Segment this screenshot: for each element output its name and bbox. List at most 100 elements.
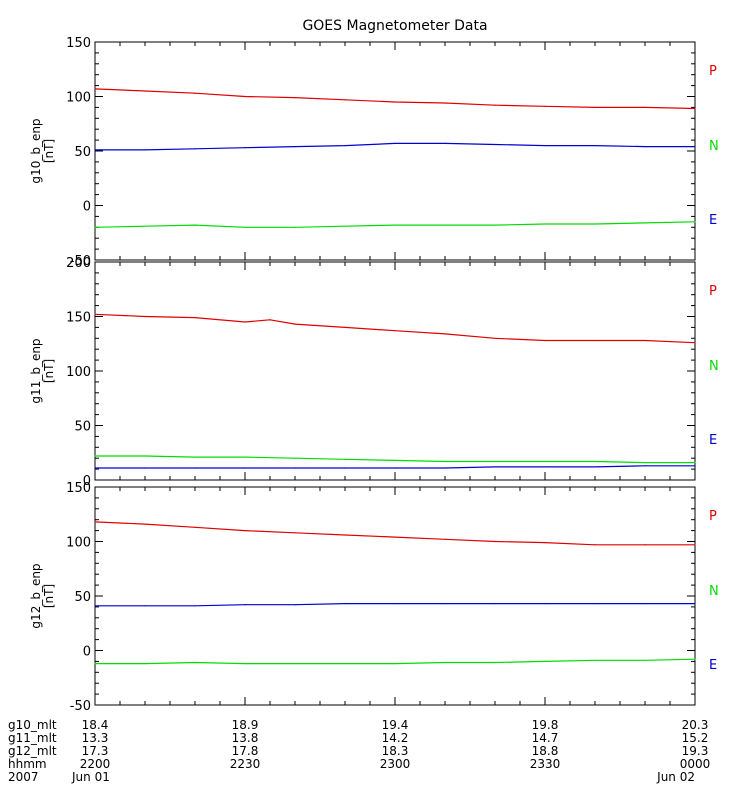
data-point-e <box>494 466 496 468</box>
legend-e: E <box>709 213 717 228</box>
data-point-p <box>394 330 396 332</box>
panel-1: -50 0 50 100 150 g10_b_enp [nT] P N E <box>29 36 719 269</box>
data-point-e <box>694 221 696 223</box>
data-point-e <box>294 662 296 665</box>
data-point-p <box>494 104 496 106</box>
data-point-e <box>244 467 246 469</box>
data-point-e <box>444 224 446 226</box>
panel-3: -50 0 50 100 150 g12_b_enp [nT] P N E <box>29 481 719 714</box>
data-point-n <box>494 143 496 146</box>
legend-n: N <box>709 139 719 154</box>
data-point-n <box>194 456 196 458</box>
data-point-n <box>294 146 296 148</box>
x-row-label: g12_mlt <box>8 744 57 758</box>
data-point-e <box>544 223 546 225</box>
y-tick-label: 150 <box>66 481 91 496</box>
x-tick-label: 14.7 <box>532 731 559 745</box>
data-point-p <box>294 323 296 325</box>
data-point-n <box>494 603 496 605</box>
data-point-e <box>594 223 596 225</box>
x-tick-label: 2200 <box>80 757 111 771</box>
data-point-n <box>394 459 396 461</box>
chart-title: GOES Magnetometer Data <box>302 18 487 34</box>
data-point-n <box>594 460 596 463</box>
data-point-e <box>144 662 146 665</box>
y-tick-label: 0 <box>83 474 91 489</box>
data-point-n <box>594 603 596 605</box>
y-tick-label: 50 <box>74 590 91 605</box>
x-tick-label: 14.2 <box>382 731 409 745</box>
data-point-e <box>644 465 646 467</box>
y-tick-label: 150 <box>66 36 91 51</box>
panel-2: 0 50 100 150 200 g11_b_enp [nT] P N E <box>29 256 719 489</box>
data-point-e <box>444 467 446 469</box>
data-point-p <box>194 92 196 94</box>
x-row-label: 2007 <box>8 770 39 784</box>
data-point-p <box>594 339 596 342</box>
y-tick-label: 50 <box>74 145 91 160</box>
data-point-n <box>344 144 346 147</box>
data-point-p <box>294 96 296 99</box>
data-point-p <box>344 534 346 536</box>
data-point-e <box>144 225 146 227</box>
data-point-e <box>644 659 646 661</box>
data-point-e <box>494 661 496 664</box>
x-row-label: g10_mlt <box>8 718 57 732</box>
x-tick-label: Jun 02 <box>656 770 695 784</box>
data-point-e <box>444 661 446 664</box>
data-point-n <box>244 604 246 606</box>
legend-p: P <box>709 509 717 524</box>
data-point-n <box>144 605 146 607</box>
data-point-e <box>494 224 496 226</box>
data-point-p <box>94 521 96 523</box>
data-point-n <box>144 455 146 457</box>
data-point-e <box>294 226 296 228</box>
data-point-e <box>94 662 96 665</box>
data-point-n <box>594 144 596 147</box>
data-point-p <box>544 541 546 544</box>
data-point-p <box>544 339 546 342</box>
data-point-n <box>444 142 446 144</box>
data-point-p <box>269 319 271 321</box>
data-point-p <box>444 538 446 540</box>
data-point-p <box>244 530 246 532</box>
data-point-n <box>494 460 496 463</box>
legend-p: P <box>709 284 717 299</box>
data-point-p <box>194 316 196 319</box>
data-point-n <box>294 457 296 459</box>
x-row-label: g11_mlt <box>8 731 57 745</box>
data-point-e <box>344 225 346 227</box>
y-axis-unit: [nT] <box>42 139 56 163</box>
data-point-p <box>394 101 396 103</box>
y-tick-label: 100 <box>66 365 91 380</box>
data-point-e <box>194 661 196 664</box>
data-point-e <box>244 662 246 665</box>
data-point-n <box>394 603 396 605</box>
data-point-p <box>94 313 96 315</box>
data-point-p <box>644 339 646 342</box>
y-tick-label: 0 <box>83 645 91 660</box>
legend-p: P <box>709 64 717 79</box>
data-point-e <box>644 222 646 224</box>
data-point-p <box>594 544 596 546</box>
data-point-n <box>644 146 646 148</box>
data-point-p <box>194 526 196 528</box>
data-point-e <box>594 659 596 661</box>
data-point-p <box>594 106 596 108</box>
data-point-n <box>694 461 696 464</box>
data-point-n <box>544 460 546 463</box>
data-point-n <box>294 604 296 606</box>
x-tick-label: 17.8 <box>232 744 259 758</box>
data-point-n <box>544 603 546 605</box>
x-tick-label: 13.8 <box>232 731 259 745</box>
x-tick-label: 18.8 <box>532 744 559 758</box>
data-point-n <box>544 144 546 147</box>
data-point-p <box>94 88 96 90</box>
legend-n: N <box>709 359 719 374</box>
data-point-e <box>394 224 396 226</box>
x-tick-label: 15.2 <box>682 731 709 745</box>
data-point-n <box>444 603 446 605</box>
x-axis-table: g10_mltg11_mltg12_mlthhmm200718.413.317.… <box>8 718 710 784</box>
data-point-n <box>694 603 696 605</box>
